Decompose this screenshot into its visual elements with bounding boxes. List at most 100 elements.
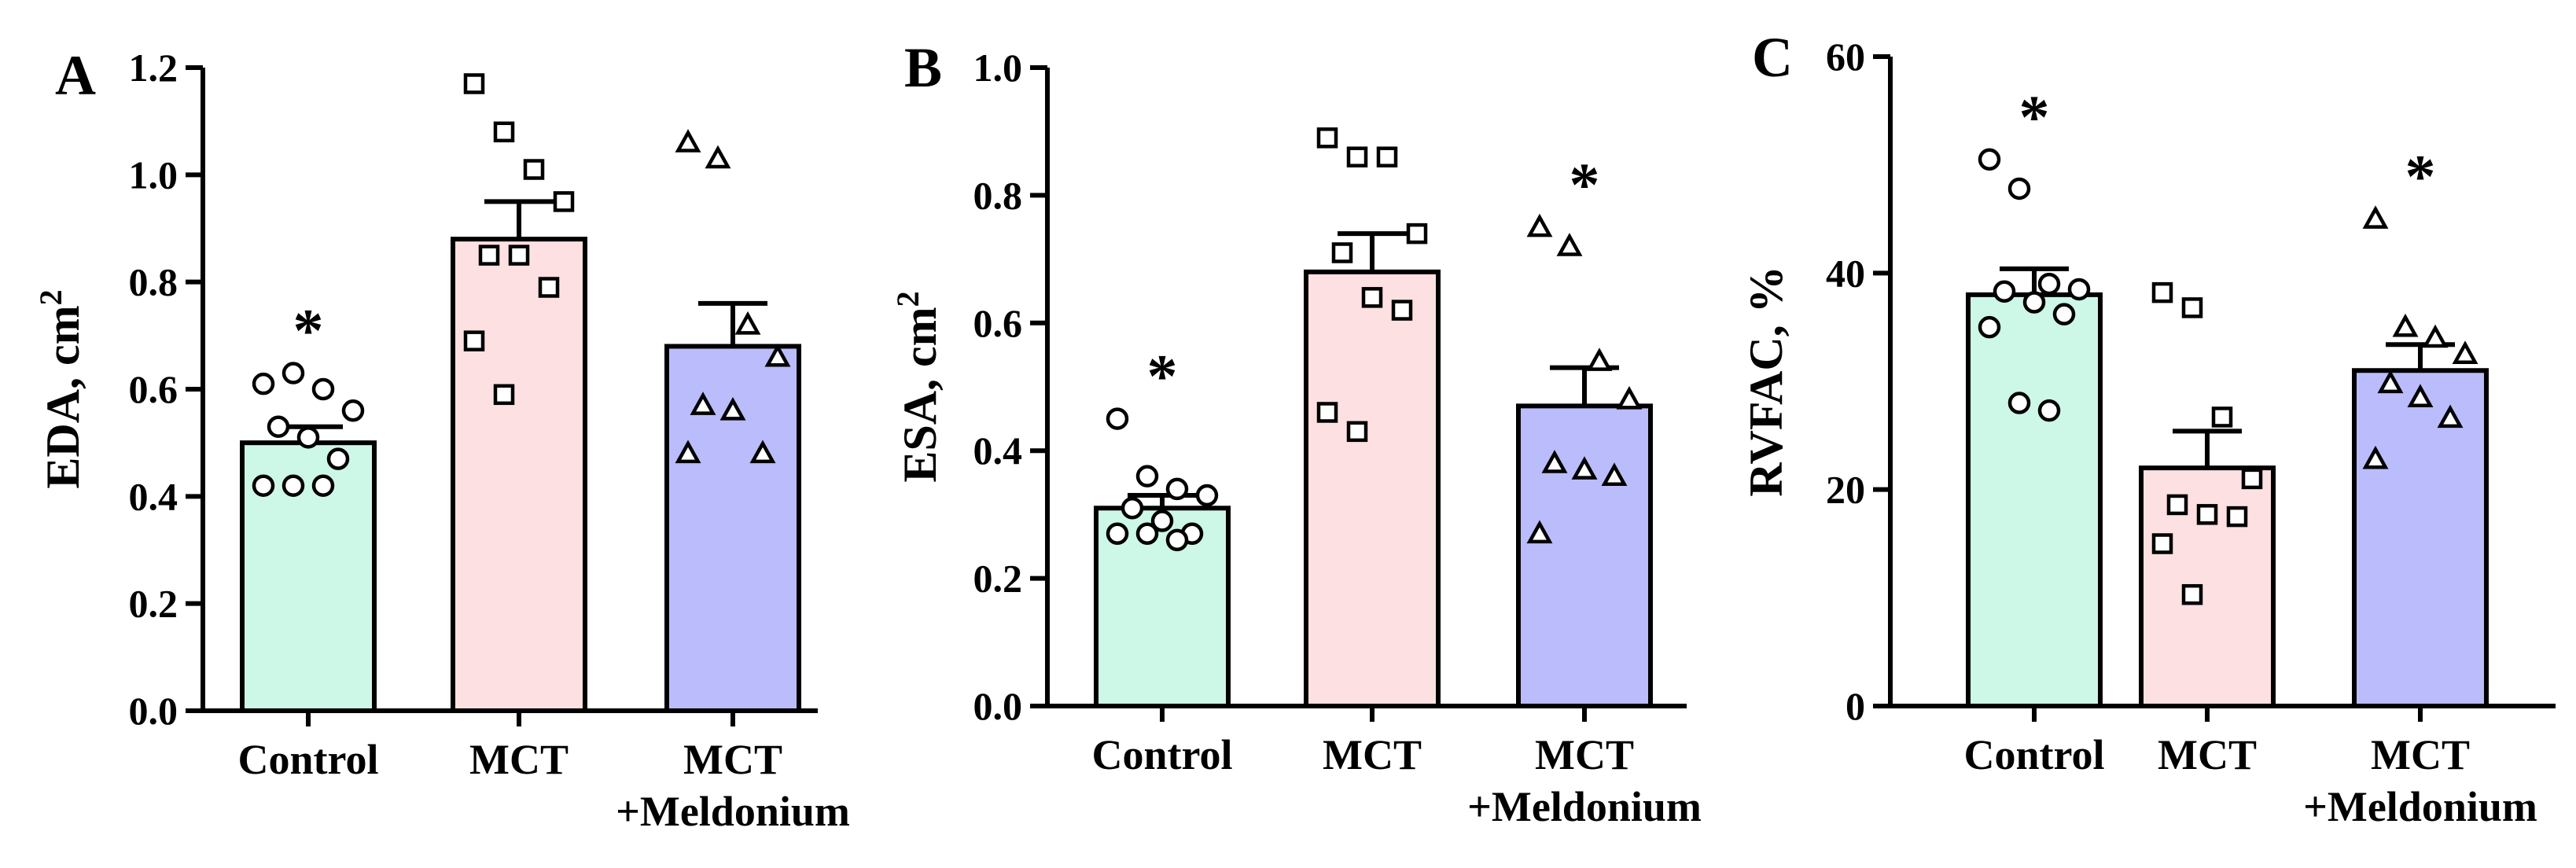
panel-b: B ESA, cm2 0.0 0.2 0.4 0.6 0.8 1.0 Control * MCT MC… xyxy=(890,36,1702,830)
data-point xyxy=(690,392,716,415)
data-point xyxy=(311,377,335,401)
data-point xyxy=(1526,520,1553,544)
data-point xyxy=(2007,392,2031,414)
data-point xyxy=(2196,504,2218,525)
panel-a: A EDA, cm2 0.0 0.2 0.4 0.6 0.8 1.0 1.2 Control * MC… xyxy=(33,44,850,835)
bar-0 xyxy=(1966,292,2103,709)
data-point xyxy=(1571,456,1598,480)
data-point xyxy=(749,440,776,464)
data-point xyxy=(2151,533,2173,554)
data-point xyxy=(2166,494,2188,516)
panel-letter: A xyxy=(55,44,96,107)
significance-star: * xyxy=(293,296,324,365)
data-point xyxy=(1316,127,1338,149)
y-tick-label: 0.4 xyxy=(129,474,178,518)
x-category-label: MCT xyxy=(2158,731,2257,778)
bar-2 xyxy=(2352,368,2489,708)
data-point xyxy=(1135,522,1159,546)
data-point xyxy=(1346,421,1368,443)
x-category-label: MCT xyxy=(469,736,569,783)
data-point xyxy=(252,474,275,497)
data-point xyxy=(2211,406,2233,428)
y-axis-title: ESA, cm2 xyxy=(890,291,946,482)
y-tick-label: 20 xyxy=(1826,468,1865,512)
data-point xyxy=(2422,324,2449,348)
y-axis-title: EDA, cm2 xyxy=(33,289,89,488)
data-point xyxy=(1978,148,2001,171)
data-point xyxy=(1586,348,1613,371)
y-tick-label: 60 xyxy=(1826,35,1865,79)
x-category-label: Control xyxy=(237,736,378,783)
y-tick-label: 0.4 xyxy=(973,428,1023,473)
data-point xyxy=(478,245,500,266)
data-point xyxy=(267,415,290,438)
data-point xyxy=(1616,385,1643,410)
x-category-label: +Meldonium xyxy=(616,788,850,835)
data-point xyxy=(463,330,485,351)
bar-1 xyxy=(451,237,587,713)
data-point xyxy=(463,73,485,94)
y-tick-label: 0.2 xyxy=(973,557,1023,601)
y-tick-label: 0.2 xyxy=(129,582,178,626)
data-point xyxy=(1601,462,1628,487)
data-point xyxy=(719,396,746,421)
x-category-label: MCT xyxy=(2371,731,2470,778)
data-point xyxy=(675,440,701,464)
data-point xyxy=(326,447,350,470)
bar-1 xyxy=(2139,465,2276,709)
x-category-label: +Meldonium xyxy=(2303,783,2537,830)
data-point xyxy=(2022,291,2046,314)
data-point xyxy=(2362,445,2389,469)
x-category-label: MCT xyxy=(1535,731,1634,778)
data-point xyxy=(2052,303,2076,326)
y-tick-label: 0.8 xyxy=(973,173,1023,217)
data-point xyxy=(1121,497,1144,520)
data-point xyxy=(1106,407,1129,430)
data-point xyxy=(1195,484,1219,507)
data-point xyxy=(493,384,515,406)
data-point xyxy=(523,159,545,180)
data-point xyxy=(2437,404,2464,428)
data-point xyxy=(2362,205,2389,229)
data-point xyxy=(508,245,530,266)
bar-2 xyxy=(1516,403,1653,708)
data-point xyxy=(1993,280,2016,303)
data-point xyxy=(734,311,761,335)
data-point xyxy=(2377,370,2404,394)
data-point xyxy=(1361,287,1383,308)
y-tick-label: 40 xyxy=(1826,251,1865,295)
y-tick-label: 0.6 xyxy=(129,367,178,411)
data-point xyxy=(1978,315,2001,339)
data-point xyxy=(2181,583,2203,605)
data-point xyxy=(2151,281,2173,303)
data-point xyxy=(2226,506,2248,528)
data-point xyxy=(764,343,791,367)
y-tick-label: 1.0 xyxy=(973,46,1023,90)
data-point xyxy=(311,474,335,497)
significance-star: * xyxy=(2019,83,2050,151)
data-point xyxy=(252,372,275,395)
data-point xyxy=(1406,223,1428,245)
data-point xyxy=(282,474,305,497)
data-point xyxy=(675,129,701,153)
x-category-label: MCT xyxy=(1323,731,1422,778)
data-point xyxy=(282,362,305,384)
y-tick-label: 1.0 xyxy=(129,153,178,197)
data-point xyxy=(341,399,365,422)
data-point xyxy=(2181,297,2203,318)
data-point xyxy=(705,145,731,169)
significance-star: * xyxy=(2405,142,2436,211)
panel-letter: C xyxy=(1752,26,1793,89)
y-axis-title: RVFAC, % xyxy=(1740,266,1792,496)
x-category-label: +Meldonium xyxy=(1467,783,1702,830)
significance-star: * xyxy=(1570,150,1600,219)
data-point xyxy=(1165,528,1189,552)
data-point xyxy=(1106,522,1129,546)
data-point xyxy=(2241,468,2263,490)
data-point xyxy=(2037,399,2061,422)
data-point xyxy=(1526,213,1553,237)
data-point xyxy=(2407,384,2434,408)
data-point xyxy=(1165,477,1189,501)
y-tick-label: 1.2 xyxy=(129,46,178,90)
data-point xyxy=(493,121,515,143)
